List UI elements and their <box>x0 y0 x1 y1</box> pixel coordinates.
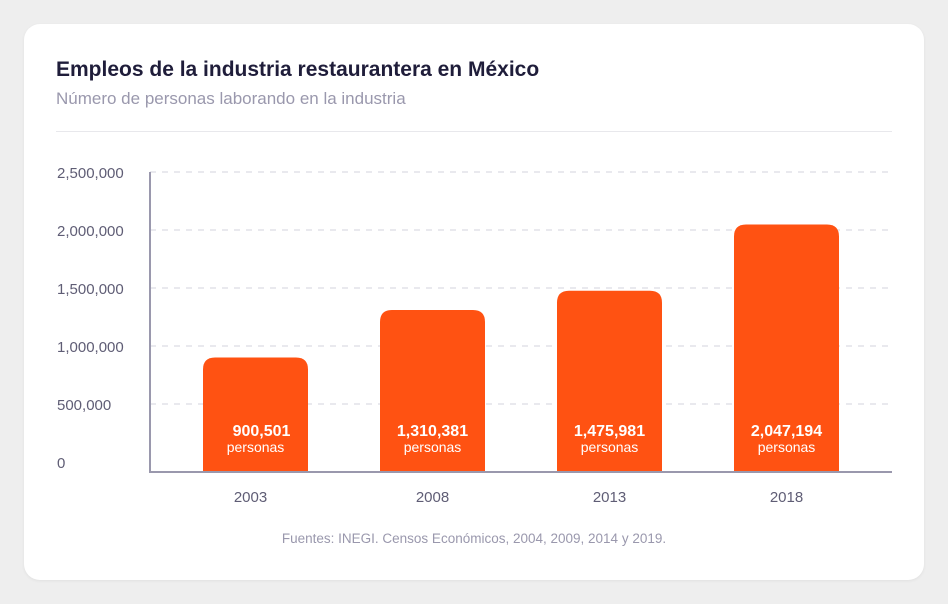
chart-subtitle: Número de personas laborando en la indus… <box>56 89 406 108</box>
y-tick-label: 500,000 <box>57 397 111 414</box>
bar <box>734 224 839 472</box>
divider <box>56 131 892 132</box>
y-tick-label: 1,500,000 <box>57 281 124 298</box>
data-label-unit: personas <box>758 439 816 455</box>
x-tick-label: 2003 <box>234 489 267 506</box>
chart-title: Empleos de la industria restaurantera en… <box>56 58 540 81</box>
data-label-unit: personas <box>581 439 639 455</box>
y-tick-label: 1,000,000 <box>57 339 124 356</box>
bar <box>203 357 308 472</box>
data-label-unit: personas <box>404 439 462 455</box>
bar <box>380 309 485 472</box>
data-label: 1,475,981 <box>574 423 645 440</box>
x-tick-label: 2013 <box>593 489 626 506</box>
y-tick-label: 2,500,000 <box>57 165 124 182</box>
bar <box>557 290 662 472</box>
y-tick-label: 0 <box>57 455 65 472</box>
x-tick-label: 2018 <box>770 489 803 506</box>
y-tick-label: 2,000,000 <box>57 223 124 240</box>
data-label: 2,047,194 <box>751 423 822 440</box>
data-label-unit: personas <box>227 439 285 455</box>
data-label: 900,501 <box>233 423 291 440</box>
source-note: Fuentes: INEGI. Censos Económicos, 2004,… <box>281 531 667 546</box>
x-tick-label: 2008 <box>416 489 449 506</box>
data-label: 1,310,381 <box>397 423 468 440</box>
